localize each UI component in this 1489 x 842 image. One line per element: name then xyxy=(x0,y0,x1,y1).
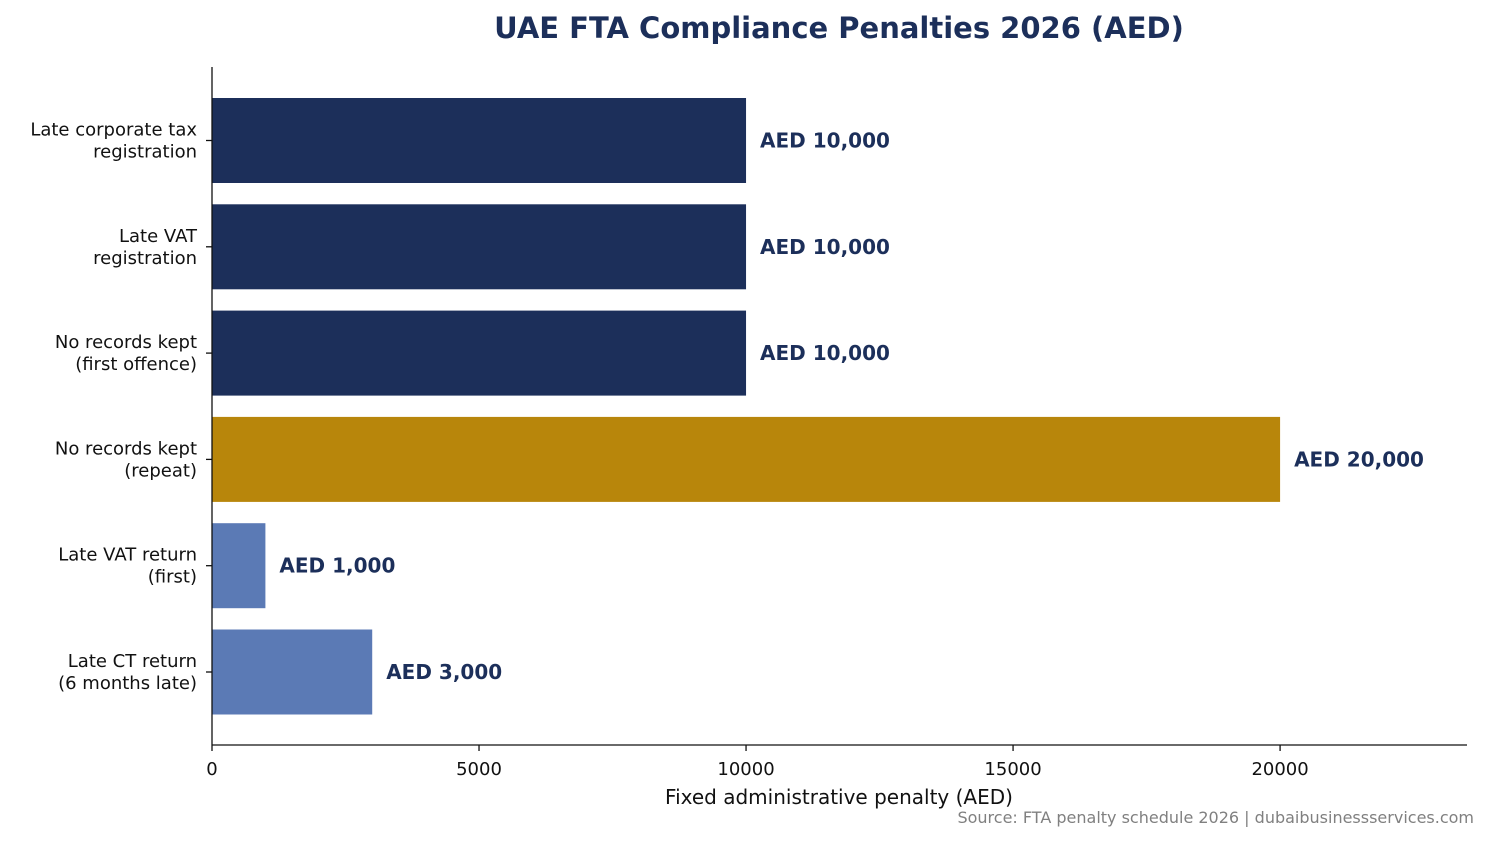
category-label: Late VAT registration xyxy=(93,226,198,269)
x-axis-title: Fixed administrative penalty (AED) xyxy=(665,785,1013,809)
bar xyxy=(212,310,747,396)
category-label: Late VAT return (first) xyxy=(58,545,197,588)
value-label: AED 10,000 xyxy=(760,235,890,259)
x-tick-label: 10000 xyxy=(717,759,774,780)
bar xyxy=(212,416,1281,502)
bars-group xyxy=(212,98,1281,715)
source-note: Source: FTA penalty schedule 2026 | duba… xyxy=(957,808,1474,827)
value-label: AED 10,000 xyxy=(760,129,890,153)
category-label: Late corporate tax registration xyxy=(30,120,197,163)
value-label: AED 1,000 xyxy=(279,554,395,578)
bar xyxy=(212,629,373,715)
bar xyxy=(212,204,747,290)
value-label: AED 10,000 xyxy=(760,341,890,365)
value-label: AED 3,000 xyxy=(386,660,502,684)
value-labels-group: AED 10,000 AED 10,000 AED 10,000 AED 20,000… xyxy=(279,129,1424,685)
x-tick-label: 20000 xyxy=(1251,759,1308,780)
value-label: AED 20,000 xyxy=(1294,447,1424,471)
x-tick-label: 15000 xyxy=(984,759,1041,780)
chart-title: UAE FTA Compliance Penalties 2026 (AED) xyxy=(494,11,1184,45)
x-axis: 0 5000 10000 15000 20000 xyxy=(206,744,1467,780)
y-axis: Late corporate tax registration Late VAT re… xyxy=(30,67,213,745)
bar xyxy=(212,98,747,183)
x-tick-label: 5000 xyxy=(456,759,502,780)
category-label: Late CT return (6 months late) xyxy=(58,651,197,694)
category-label: No records kept (repeat) xyxy=(55,438,197,481)
category-label: No records kept (first offence) xyxy=(55,332,197,375)
x-tick-label: 0 xyxy=(206,759,217,780)
bar xyxy=(212,523,266,609)
